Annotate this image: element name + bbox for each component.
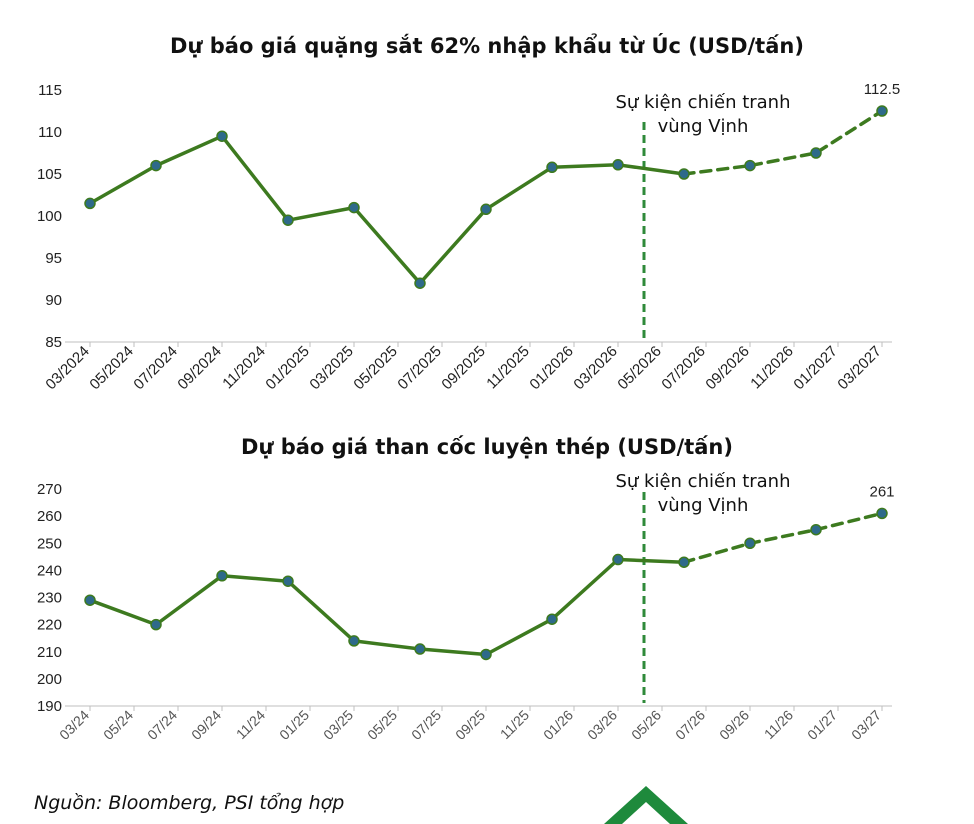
x-tick-label: 01/2026	[526, 343, 576, 393]
data-point	[84, 197, 96, 210]
x-tick-label: 09/2026	[702, 343, 752, 393]
data-point	[84, 594, 96, 606]
y-tick-label: 110	[38, 124, 62, 141]
event-label-line1: Sự kiện chiến tranh	[616, 92, 791, 113]
data-label: 261	[869, 483, 894, 500]
x-tick-label: 09/2024	[174, 343, 224, 393]
data-point	[744, 537, 756, 549]
x-tick-label: 01/26	[540, 707, 576, 743]
data-point	[612, 159, 624, 171]
x-tick-label: 05/2024	[86, 343, 136, 393]
y-tick-label: 200	[37, 671, 62, 688]
data-point	[150, 159, 162, 172]
data-point	[678, 556, 690, 568]
x-tick-label: 07/25	[408, 707, 444, 743]
data-point	[744, 159, 756, 172]
data-point	[546, 613, 558, 625]
x-tick-label: 01/2025	[262, 343, 312, 393]
psi-logo-chevron-icon	[604, 786, 688, 824]
x-tick-label: 03/25	[320, 707, 356, 743]
x-tick-label: 01/2027	[790, 343, 840, 393]
y-tick-label: 270	[37, 481, 62, 498]
chart-title-coking-coal: Dự báo giá than cốc luyện thép (USD/tấn)	[241, 435, 733, 459]
x-tick-label: 05/2025	[350, 343, 400, 393]
y-tick-label: 240	[37, 562, 62, 579]
x-tick-label: 11/24	[233, 707, 269, 743]
x-tick-label: 07/2024	[130, 343, 180, 393]
data-point	[480, 203, 492, 216]
x-tick-label: 07/24	[144, 707, 180, 743]
data-point	[348, 201, 360, 214]
y-tick-label: 100	[37, 208, 62, 225]
series-line-solid	[88, 134, 686, 285]
data-point	[810, 523, 822, 536]
x-tick-label: 05/2026	[614, 343, 664, 393]
event-label-line1: Sự kiện chiến tranh	[616, 471, 791, 492]
data-point	[414, 277, 426, 289]
x-tick-label: 07/26	[672, 707, 708, 743]
x-tick-label: 01/27	[804, 707, 840, 743]
x-tick-label: 11/2024	[219, 343, 269, 393]
data-point	[876, 507, 888, 520]
y-tick-label: 190	[37, 698, 62, 715]
y-tick-label: 90	[45, 292, 62, 309]
x-tick-label: 09/2025	[438, 343, 488, 393]
data-point	[348, 635, 360, 647]
data-point	[810, 147, 822, 159]
y-tick-label: 230	[37, 590, 62, 607]
series-line-solid	[88, 557, 686, 657]
data-point	[876, 105, 888, 117]
y-tick-label: 250	[37, 535, 62, 552]
data-point	[546, 161, 558, 174]
x-tick-label: 03/2025	[306, 343, 356, 393]
y-tick-label: 105	[37, 166, 62, 183]
x-tick-label: 11/2025	[483, 343, 533, 393]
data-point	[216, 130, 228, 142]
x-tick-label: 07/2026	[658, 343, 708, 393]
data-point	[414, 643, 426, 655]
x-tick-label: 03/2027	[834, 343, 884, 393]
x-tick-label: 03/2026	[570, 343, 620, 393]
data-point	[216, 570, 228, 582]
chart-1: 85909510010511011503/202405/202407/20240…	[37, 81, 900, 393]
data-point	[480, 648, 492, 661]
series-line-dashed	[682, 511, 884, 564]
x-tick-label: 03/27	[848, 707, 884, 743]
event-label-line2: vùng Vịnh	[658, 495, 749, 516]
event-label-line2: vùng Vịnh	[658, 116, 749, 137]
y-tick-label: 95	[45, 250, 62, 267]
y-tick-label: 115	[38, 82, 62, 99]
data-point	[282, 214, 294, 226]
x-tick-label: 01/25	[276, 707, 312, 743]
y-tick-label: 210	[37, 644, 62, 661]
x-tick-label: 11/25	[497, 707, 533, 743]
x-tick-label: 03/26	[584, 707, 620, 743]
chart-title-iron-ore: Dự báo giá quặng sắt 62% nhập khẩu từ Úc…	[170, 34, 804, 58]
data-point	[150, 618, 162, 631]
source-note: Nguồn: Bloomberg, PSI tổng hợp	[34, 792, 345, 814]
data-point	[612, 553, 624, 566]
x-tick-label: 05/26	[628, 707, 664, 743]
x-tick-label: 09/25	[452, 707, 488, 743]
data-point	[282, 575, 294, 587]
y-tick-label: 260	[37, 508, 62, 525]
data-label: 112.5	[864, 81, 900, 98]
x-tick-label: 05/25	[364, 707, 400, 743]
x-tick-label: 05/24	[100, 707, 136, 743]
x-tick-label: 09/26	[716, 707, 752, 743]
x-tick-label: 07/2025	[394, 343, 444, 393]
data-point	[678, 168, 690, 180]
y-tick-label: 85	[45, 334, 62, 351]
series-line-dashed	[682, 109, 884, 176]
y-tick-label: 220	[37, 617, 62, 634]
x-tick-label: 09/24	[188, 707, 224, 743]
x-tick-label: 11/2026	[747, 343, 797, 393]
x-tick-label: 11/26	[761, 707, 797, 743]
